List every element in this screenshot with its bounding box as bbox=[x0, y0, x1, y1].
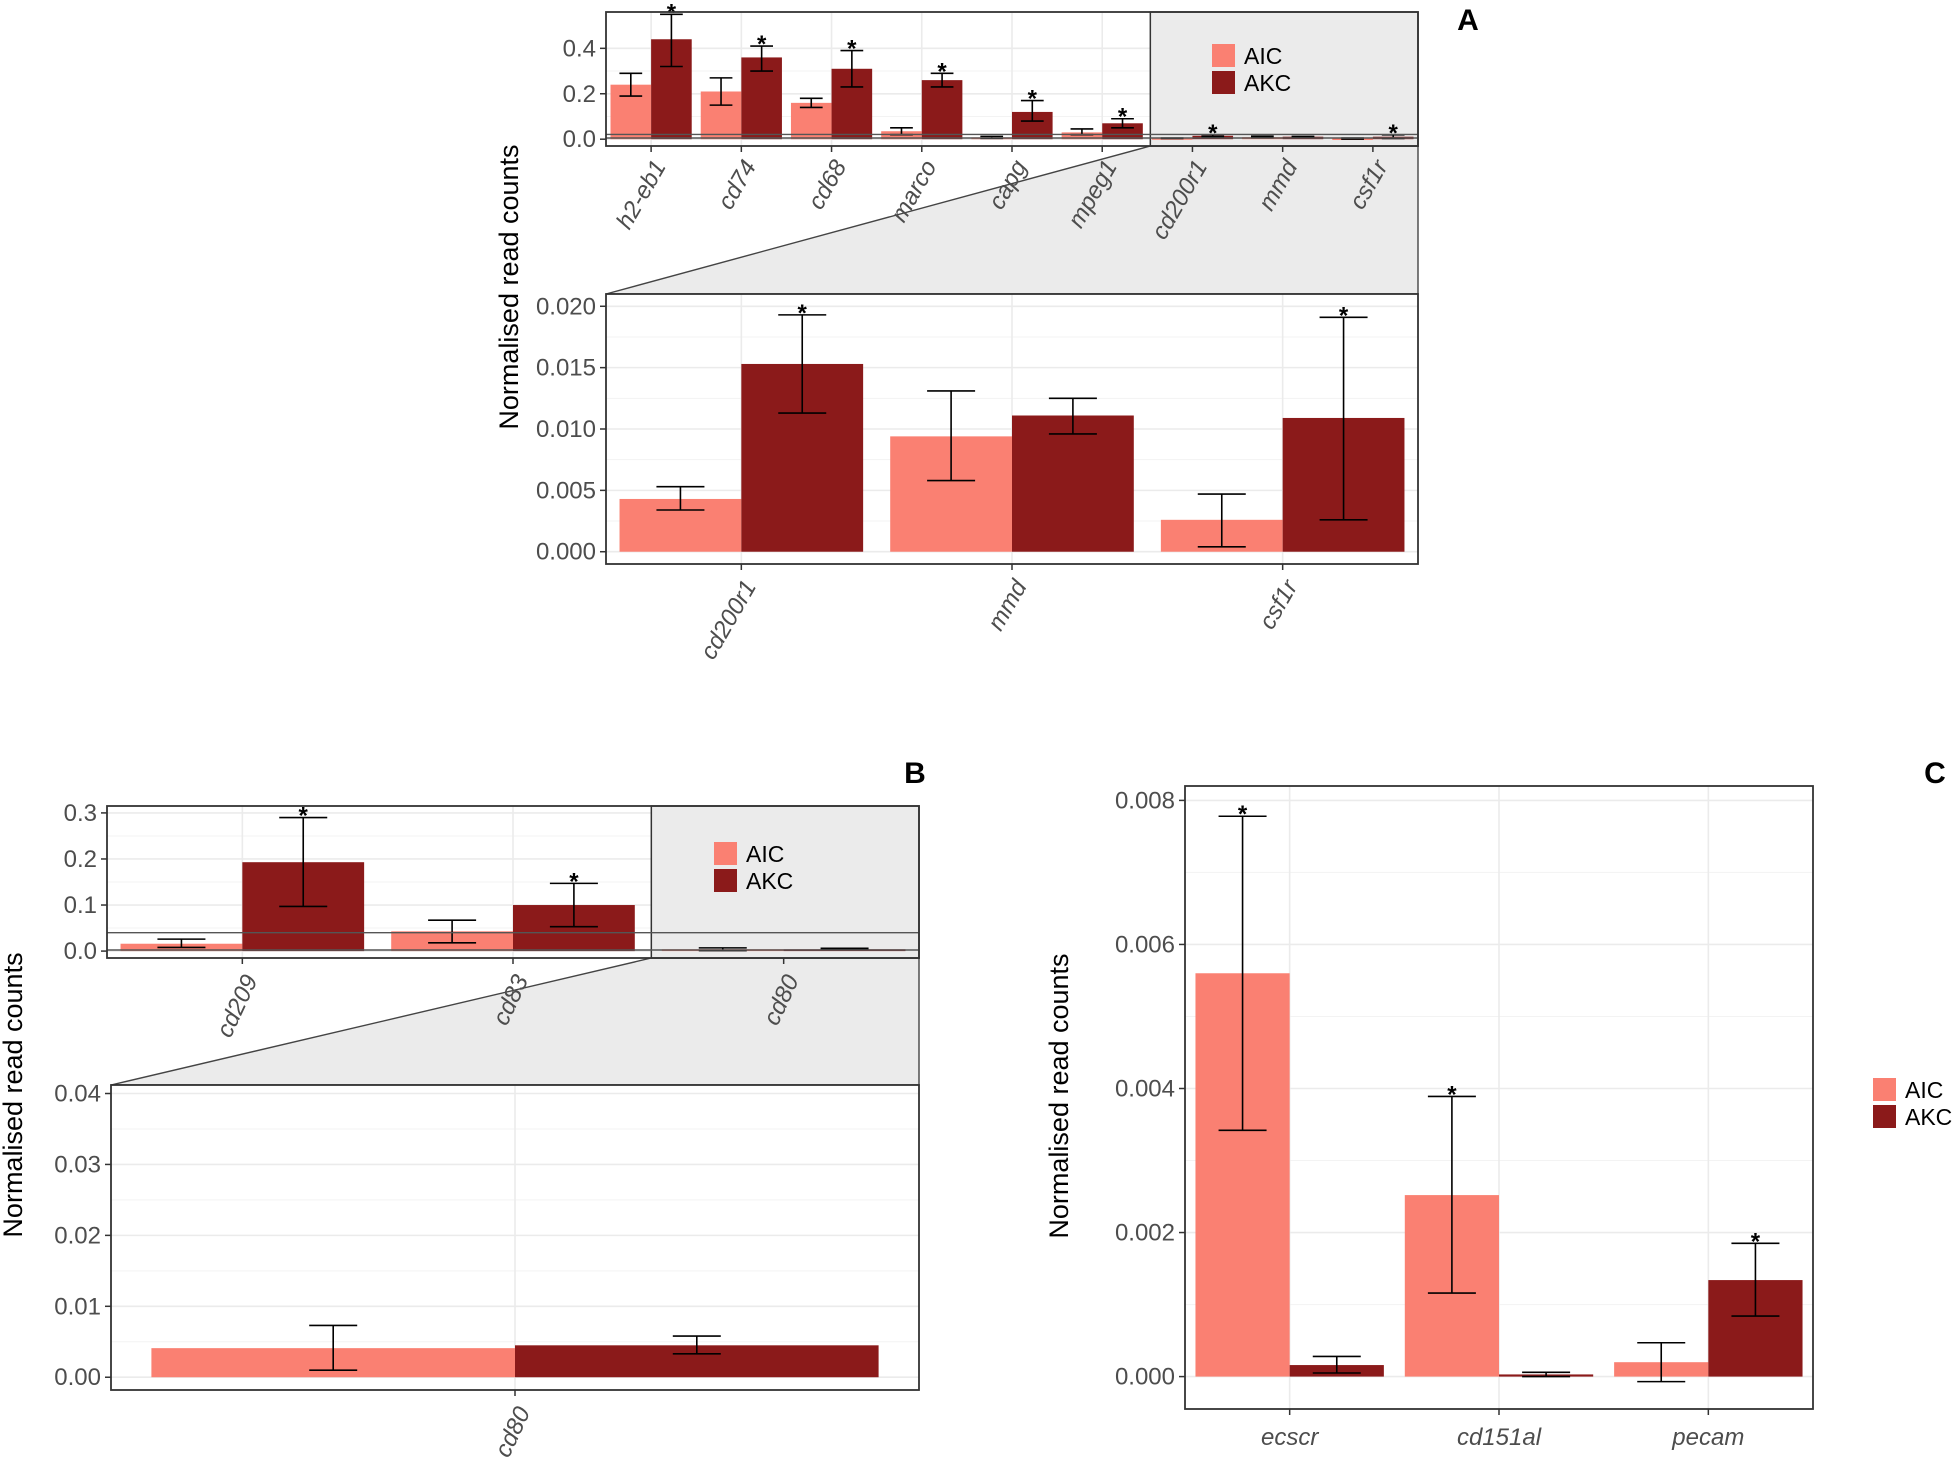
x-tick-label: cd151al bbox=[1457, 1424, 1542, 1451]
x-tick-label: pecam bbox=[1671, 1424, 1744, 1451]
y-tick-label: 0.000 bbox=[1115, 1364, 1175, 1391]
x-tick-label: h2-eb1 bbox=[611, 156, 672, 234]
legend-swatch-aic bbox=[714, 842, 737, 865]
y-tick-label: 0.020 bbox=[536, 293, 596, 320]
legend-swatch-aic bbox=[1212, 44, 1235, 67]
y-tick-label: 0.006 bbox=[1115, 931, 1175, 958]
y-tick-label: 0.0 bbox=[64, 938, 97, 965]
y-tick-label: 0.3 bbox=[64, 800, 97, 827]
legend-label-akc: AKC bbox=[1244, 70, 1291, 96]
bar-akc-mmd bbox=[1012, 415, 1134, 552]
x-tick-label: cd209 bbox=[211, 971, 263, 1042]
x-tick-label: cd80 bbox=[490, 1402, 537, 1459]
panel-label-c: C bbox=[1924, 757, 1946, 790]
y-tick-label: 0.02 bbox=[54, 1222, 101, 1249]
panel-a: ** ***** *0.00.20.4h2-eb1 cd74 cd68 marco capg… bbox=[494, 0, 1479, 664]
y-tick-label: 0.1 bbox=[64, 892, 97, 919]
significance-star: * bbox=[847, 36, 857, 63]
significance-star: * bbox=[1339, 302, 1349, 329]
y-tick-label: 0.010 bbox=[536, 416, 596, 443]
significance-star: * bbox=[299, 803, 309, 830]
legend-swatch-akc bbox=[1212, 71, 1235, 94]
y-tick-label: 0.01 bbox=[54, 1293, 101, 1320]
x-tick-label: ecscr bbox=[1261, 1424, 1319, 1451]
legend-label-akc: AKC bbox=[746, 868, 793, 894]
legend-label-aic: AIC bbox=[1244, 43, 1282, 69]
significance-star: * bbox=[1751, 1228, 1761, 1255]
significance-star: * bbox=[1028, 86, 1038, 113]
y-tick-label: 0.002 bbox=[1115, 1220, 1175, 1247]
significance-star: * bbox=[1447, 1081, 1457, 1108]
c-plot: * * * 0.000 0.002 0.004 0.006 0.008 ecscr cd151al… bbox=[1044, 757, 1952, 1451]
x-tick-label: cd74 bbox=[713, 156, 762, 215]
y-tick-label: 0.2 bbox=[563, 81, 596, 108]
significance-star: * bbox=[937, 58, 947, 85]
legend-label-aic: AIC bbox=[1905, 1077, 1943, 1103]
y-tick-label: 0.03 bbox=[54, 1151, 101, 1178]
panel-label-b: B bbox=[904, 757, 926, 790]
bar-aic-mpeg1 bbox=[1061, 132, 1103, 140]
significance-star: * bbox=[1238, 801, 1248, 828]
y-tick-label: 0.2 bbox=[64, 846, 97, 873]
significance-star: * bbox=[798, 300, 808, 327]
y-tick-label: 0.4 bbox=[563, 35, 596, 62]
legend-label-aic: AIC bbox=[746, 841, 784, 867]
y-tick-label: 0.008 bbox=[1115, 787, 1175, 814]
y-axis-label: Normalised read counts bbox=[494, 144, 524, 429]
panel-c: * * * 0.000 0.002 0.004 0.006 0.008 ecscr cd151al… bbox=[1044, 757, 1952, 1451]
x-tick-label: cd200r1 bbox=[695, 576, 762, 665]
y-tick-label: 0.005 bbox=[536, 477, 596, 504]
significance-star: * bbox=[1389, 120, 1399, 147]
panel-label-a: A bbox=[1457, 4, 1479, 37]
significance-star: * bbox=[1118, 104, 1128, 131]
y-tick-label: 0.015 bbox=[536, 355, 596, 382]
significance-star: * bbox=[757, 31, 767, 58]
bar-aic-cd68 bbox=[790, 102, 832, 140]
significance-star: * bbox=[569, 868, 579, 895]
y-tick-label: 0.00 bbox=[54, 1364, 101, 1391]
y-axis-label: Normalised read counts bbox=[0, 952, 28, 1237]
y-tick-label: 0.000 bbox=[536, 539, 596, 566]
bar-akc-marco bbox=[921, 80, 963, 140]
b-zoom-plot: 0.00 0.01 0.02 0.03 0.04 cd80 Normalised read … bbox=[0, 952, 920, 1459]
legend-swatch-aic bbox=[1873, 1078, 1896, 1101]
significance-star: * bbox=[667, 0, 677, 26]
significance-star: * bbox=[1208, 120, 1218, 147]
y-tick-label: 0.004 bbox=[1115, 1075, 1175, 1102]
y-axis-label: Normalised read counts bbox=[1044, 953, 1074, 1238]
legend-swatch-akc bbox=[714, 869, 737, 892]
y-tick-label: 0.0 bbox=[563, 126, 596, 153]
legend-label-akc: AKC bbox=[1905, 1104, 1952, 1130]
x-tick-label: csf1r bbox=[1254, 575, 1304, 634]
y-tick-label: 0.04 bbox=[54, 1081, 101, 1108]
x-tick-label: mmd bbox=[983, 575, 1033, 635]
x-tick-label: cd68 bbox=[803, 155, 853, 214]
legend-swatch-akc bbox=[1873, 1105, 1896, 1128]
